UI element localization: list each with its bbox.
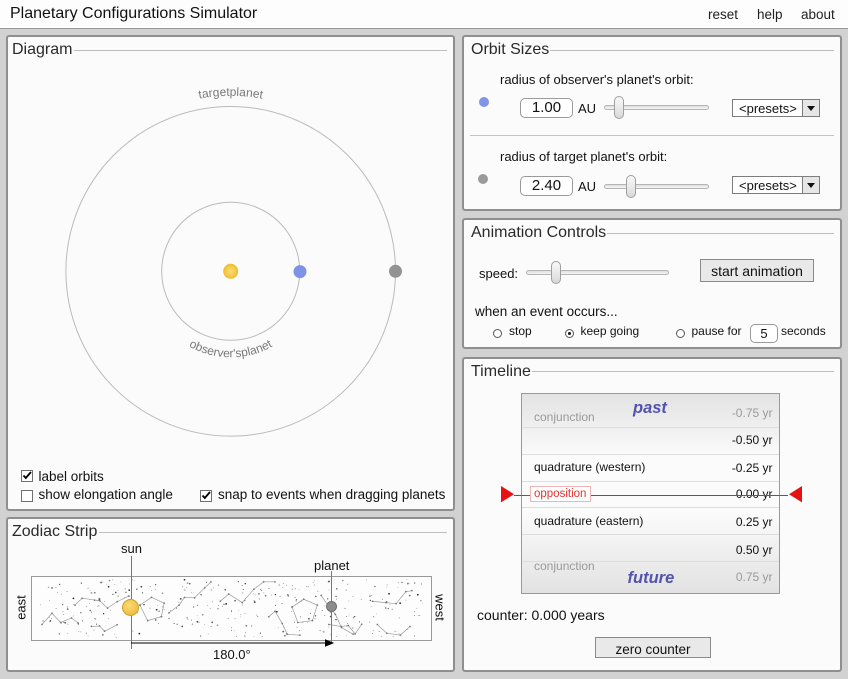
svg-text:targetplanet: targetplanet <box>197 85 265 102</box>
